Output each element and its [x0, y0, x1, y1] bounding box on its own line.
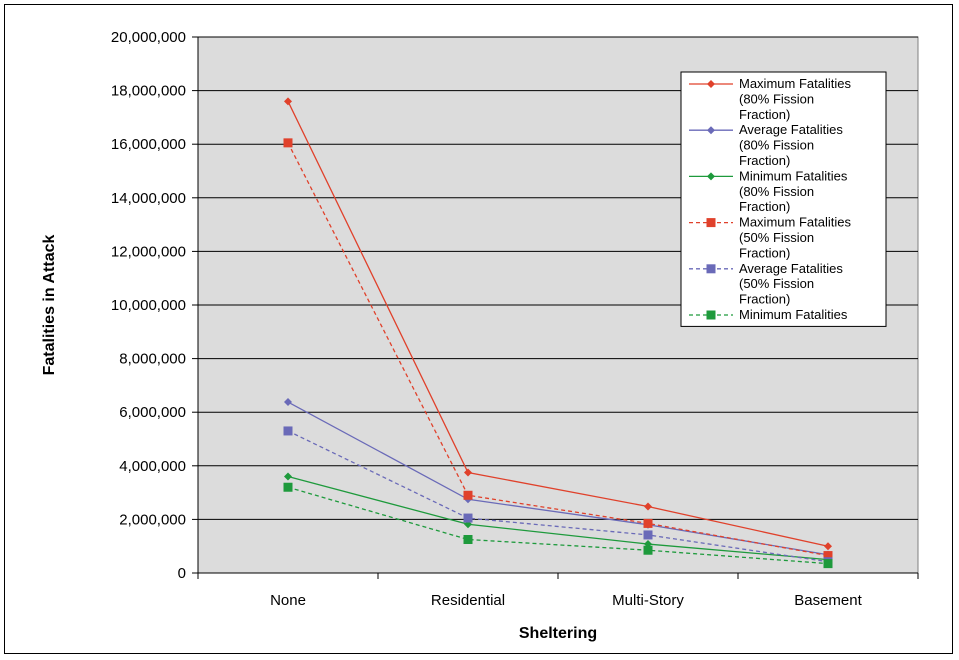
y-tick-label: 20,000,000 — [111, 29, 186, 46]
data-point — [643, 530, 653, 540]
y-tick-label: 18,000,000 — [111, 83, 186, 100]
y-tick-label: 8,000,000 — [119, 351, 186, 368]
legend-label: Average Fatalities — [739, 261, 843, 276]
legend-label: (80% Fission — [739, 91, 814, 106]
legend-swatch-marker — [706, 310, 716, 320]
data-point — [283, 482, 293, 492]
legend-label: Fraction) — [739, 153, 790, 168]
legend-label: Average Fatalities — [739, 122, 843, 137]
data-point — [643, 545, 653, 555]
series-layer — [283, 97, 833, 569]
legend-label: (50% Fission — [739, 276, 814, 291]
data-point — [284, 398, 292, 407]
legend-label: Minimum Fatalities — [739, 307, 848, 322]
legend-item: Minimum Fatalities — [689, 307, 848, 322]
legend-box — [680, 71, 887, 327]
x-axis-title: Sheltering — [519, 625, 597, 642]
legend: Maximum Fatalities(80% FissionFraction)A… — [680, 71, 887, 327]
y-tick-label: 2,000,000 — [119, 511, 186, 528]
legend-label: (80% Fission — [739, 138, 814, 153]
legend-swatch-marker — [706, 218, 716, 228]
data-point — [823, 551, 833, 561]
series-4 — [283, 138, 833, 561]
x-tick-label: Residential — [431, 592, 505, 609]
series-line — [287, 101, 829, 547]
legend-label: Fraction) — [739, 199, 790, 214]
data-point — [283, 138, 293, 148]
series-line — [287, 430, 829, 563]
legend-swatch-marker — [707, 126, 715, 135]
legend-label: (50% Fission — [739, 230, 814, 245]
legend-label: (80% Fission — [739, 184, 814, 199]
x-tick-label: Basement — [794, 592, 862, 609]
series-line — [287, 475, 829, 561]
data-point — [644, 502, 652, 511]
series-6 — [283, 482, 833, 569]
series-1 — [284, 97, 832, 551]
legend-label: Minimum Fatalities — [739, 168, 848, 183]
y-tick-label: 10,000,000 — [111, 297, 186, 314]
data-point — [643, 518, 653, 528]
series-line — [287, 401, 829, 556]
x-tick-labels: None Residential Multi-Story Basement — [270, 592, 863, 609]
data-point — [463, 535, 473, 544]
legend-label: Fraction) — [739, 245, 790, 260]
data-point — [463, 490, 473, 500]
data-point — [824, 542, 832, 551]
y-tick-label: 12,000,000 — [111, 243, 186, 260]
legend-label: Fraction) — [739, 107, 790, 122]
x-tick-label: None — [270, 592, 306, 609]
legend-swatch-marker — [707, 172, 715, 181]
y-tick-label: 0 — [178, 565, 186, 582]
legend-label: Fraction) — [739, 292, 790, 307]
data-point — [463, 513, 473, 523]
data-point — [284, 472, 292, 481]
legend-label: Maximum Fatalities — [739, 76, 851, 91]
data-point — [823, 559, 833, 569]
data-point — [464, 468, 472, 477]
y-tick-labels: 0 2,000,000 4,000,000 6,000,000 8,000,000 10,… — [111, 29, 186, 582]
y-tick-label: 16,000,000 — [111, 136, 186, 153]
data-point — [284, 97, 292, 106]
y-tick-label: 4,000,000 — [119, 458, 186, 475]
y-tick-label: 14,000,000 — [111, 190, 186, 207]
data-point — [283, 426, 293, 436]
series-line — [287, 142, 829, 557]
legend-swatch-marker — [707, 80, 715, 88]
legend-swatch-marker — [706, 264, 716, 274]
axes — [192, 36, 919, 579]
legend-label: Maximum Fatalities — [739, 215, 851, 230]
y-axis-title: Fatalities in Attack — [41, 235, 58, 376]
x-tick-label: Multi-Story — [612, 592, 684, 609]
series-line — [287, 486, 829, 565]
y-tick-label: 6,000,000 — [119, 404, 186, 421]
